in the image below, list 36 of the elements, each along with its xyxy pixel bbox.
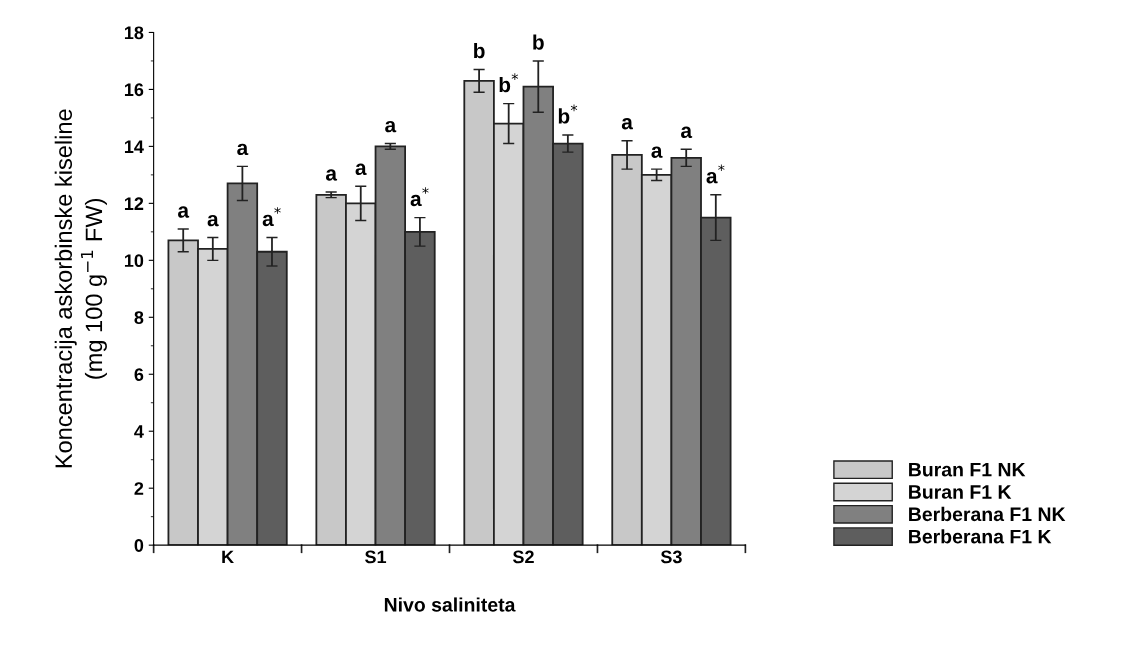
y-tick-label: 0 [134,539,144,552]
y-tick-label: 8 [134,311,144,325]
data-label: a$^{*}$ [410,187,429,207]
x-tick-label: S1 [365,550,387,564]
data-label: b$^{*}$ [499,73,519,93]
data-label: a [651,146,663,158]
y-tick-label: 2 [134,482,144,495]
y-axis-title: Koncentracija askorbinske kiseline (mg 100 g$^{−1}$ FW) [54,109,107,468]
y-tick-label: 12 [124,197,144,210]
y-tick-label: 4 [134,425,144,438]
y-tick-label: 10 [124,254,144,268]
data-label: a$^{*}$ [706,164,725,184]
y-tick-label: 16 [124,83,144,97]
x-tick-label: S3 [660,550,682,564]
data-label: a [237,143,249,156]
data-label: a [325,169,338,181]
x-tick-label: S2 [512,550,534,564]
data-label: b [533,34,544,50]
y-tick-label: 18 [124,26,144,40]
x-tick-label: K [222,550,234,564]
legend-label: Berberana F1 K [909,529,1052,544]
legend-label: Berberana F1 NK [909,506,1066,522]
data-label: a [207,214,219,227]
legend-label: Buran F1 K [909,485,1012,499]
data-label: a [178,206,190,218]
legend-label: Buran F1 NK [909,462,1026,477]
x-axis-title: Nivo saliniteta [384,597,516,612]
data-label: b [474,42,485,59]
y-tick-label: 6 [134,368,144,381]
data-label: a$^{*}$ [262,207,281,227]
data-label: a [681,126,693,138]
data-label: a [385,120,397,133]
data-label: a [355,163,367,176]
data-label: b$^{*}$ [558,104,578,124]
y-tick-label: 14 [124,140,144,153]
data-label: a [621,118,633,130]
